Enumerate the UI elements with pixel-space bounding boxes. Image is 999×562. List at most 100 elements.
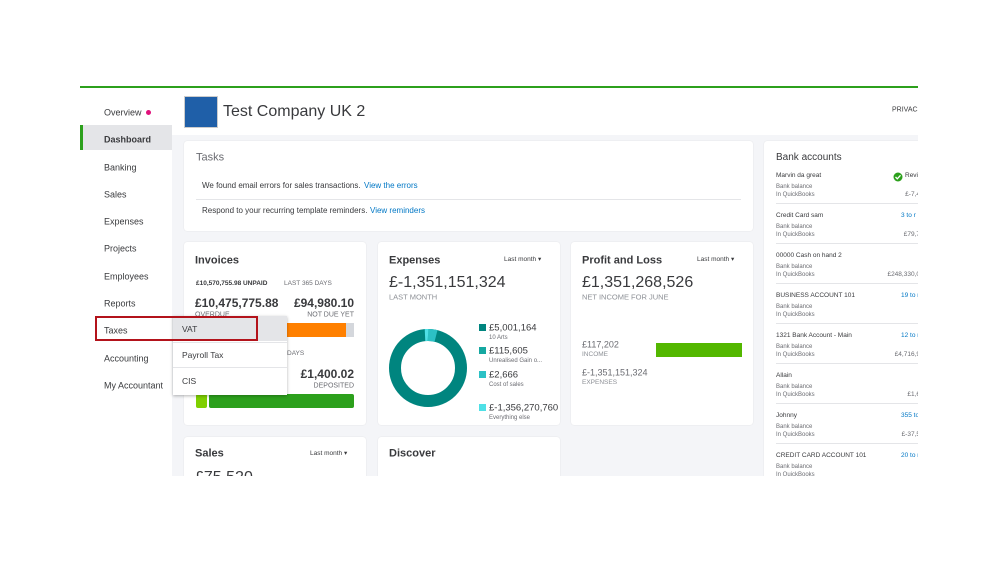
balance-label: Bank balance [776, 304, 813, 310]
account-name: Credit Card sam [776, 211, 824, 219]
account-name: Johnny [776, 411, 797, 419]
quickbooks-label: In QuickBooks [776, 392, 815, 398]
task-link[interactable]: View the errors [364, 181, 418, 190]
income-bar [656, 343, 742, 357]
donut-main [389, 329, 467, 407]
account-name: Marvin da great [776, 171, 822, 179]
nav-item[interactable]: Dashboard [104, 134, 152, 145]
legend-label: Everything else [489, 415, 531, 421]
quickbooks-amount: £-7,4 [905, 190, 918, 198]
legend-amount: £-1,356,270,760 [489, 402, 559, 414]
overdue-bar [275, 323, 346, 337]
not-due-label: NOT DUE YET [307, 311, 354, 319]
balance-label: Bank balance [776, 344, 813, 350]
balance-label: Bank balance [776, 464, 813, 470]
status-check-icon [893, 172, 903, 182]
quickbooks-label: In QuickBooks [776, 472, 815, 476]
balance-label: Bank balance [776, 184, 813, 190]
quickbooks-amount: £4,716,9 [894, 350, 918, 358]
overdue-amount: £10,475,775.88 [195, 296, 279, 310]
balance-label: Bank balance [776, 224, 813, 230]
company-logo [184, 96, 218, 128]
net-income-label: NET INCOME FOR JUNE [582, 292, 669, 302]
overdue-label: OVERDUE [195, 311, 230, 319]
divider [776, 363, 918, 364]
discover-card [378, 437, 560, 476]
account-status[interactable]: 19 to r [901, 291, 918, 299]
period-dropdown[interactable]: Last month ▾ [504, 255, 542, 263]
account-status[interactable]: 355 to r [901, 411, 918, 419]
legend-label: Unrealised Gain o... [489, 358, 543, 364]
bank-accounts-card [764, 141, 918, 476]
net-income: £1,351,268,526 [582, 274, 694, 291]
legend-amount: £115,605 [489, 345, 528, 357]
nav-item[interactable]: Sales [104, 189, 127, 200]
quickbooks-amount: £79,7 [903, 230, 918, 238]
donut-small-segment [427, 329, 438, 342]
nav-item[interactable]: Projects [104, 243, 137, 254]
nav-item[interactable]: Accounting [104, 353, 149, 364]
income-label: INCOME [582, 350, 608, 358]
app-screen: Overview Dashboard Banking Sales Expenses Pro… [80, 86, 918, 476]
period-label: LAST 365 DAYS [284, 279, 332, 287]
sales-amount: £75,520 [195, 470, 253, 477]
divider [776, 443, 918, 444]
expenses-amount: £-1,351,151,324 [582, 367, 648, 378]
divider [173, 342, 287, 343]
legend-amount: £5,001,164 [489, 322, 537, 334]
dropdown-item[interactable]: VAT [182, 323, 198, 334]
card-title: Expenses [389, 254, 441, 267]
card-title: Invoices [195, 254, 240, 267]
period-label: DAYS [287, 349, 305, 357]
profit-loss-card [571, 242, 753, 425]
quickbooks-label: In QuickBooks [776, 272, 815, 278]
legend-label: Cost of sales [489, 382, 524, 388]
task-link[interactable]: View reminders [370, 206, 425, 215]
legend-swatch [479, 371, 486, 378]
notification-dot [146, 110, 151, 115]
nav-item[interactable]: Taxes [104, 325, 128, 336]
period-dropdown[interactable]: Last month ▾ [310, 449, 348, 457]
account-status[interactable]: 12 to r [901, 331, 918, 339]
card-title: Sales [195, 447, 224, 460]
dropdown-hover [173, 316, 287, 341]
nav-item[interactable]: Reports [104, 298, 136, 309]
balance-label: Bank balance [776, 424, 813, 430]
nav-item[interactable]: Employees [104, 271, 149, 282]
tasks-card [184, 141, 753, 231]
dropdown-item[interactable]: CIS [182, 375, 197, 386]
quickbooks-label: In QuickBooks [776, 192, 815, 198]
legend-amount: £2,666 [489, 369, 519, 381]
expenses-total: £-1,351,151,324 [389, 274, 506, 291]
nav-item[interactable]: Overview [104, 107, 142, 118]
account-status[interactable]: 20 to r [901, 451, 918, 459]
dropdown-item[interactable]: Payroll Tax [182, 349, 224, 360]
account-name: CREDIT CARD ACCOUNT 101 [776, 451, 867, 459]
divider [776, 283, 918, 284]
card-title: Discover [389, 447, 436, 460]
privacy-link[interactable]: PRIVAC [892, 106, 918, 114]
nav-item[interactable]: My Accountant [104, 380, 164, 391]
card-title: Bank accounts [776, 152, 842, 163]
account-status[interactable]: 3 to r [901, 211, 916, 219]
card-title: Profit and Loss [582, 254, 663, 267]
nav-item[interactable]: Banking [104, 162, 137, 173]
expenses-donut [389, 328, 467, 407]
deposited-amount: £1,400.02 [300, 367, 354, 381]
divider [776, 203, 918, 204]
period-dropdown[interactable]: Last month ▾ [697, 255, 735, 263]
account-name: 00000 Cash on hand 2 [776, 251, 842, 259]
task-text: Respond to your recurring template remin… [202, 206, 368, 215]
quickbooks-label: In QuickBooks [776, 432, 815, 438]
divider [196, 199, 741, 200]
legend-swatch [479, 324, 486, 331]
unpaid-total: £10,570,755.98 UNPAID [196, 279, 268, 287]
expenses-label: EXPENSES [582, 378, 618, 386]
account-status[interactable]: Revi [905, 171, 918, 179]
not-due-amount: £94,980.10 [293, 296, 354, 310]
quickbooks-label: In QuickBooks [776, 312, 815, 318]
nav-item[interactable]: Expenses [104, 216, 144, 227]
account-name: 1321 Bank Account - Main [776, 331, 852, 339]
quickbooks-amount: £1,6 [907, 390, 918, 398]
income-amount: £117,202 [582, 339, 619, 350]
